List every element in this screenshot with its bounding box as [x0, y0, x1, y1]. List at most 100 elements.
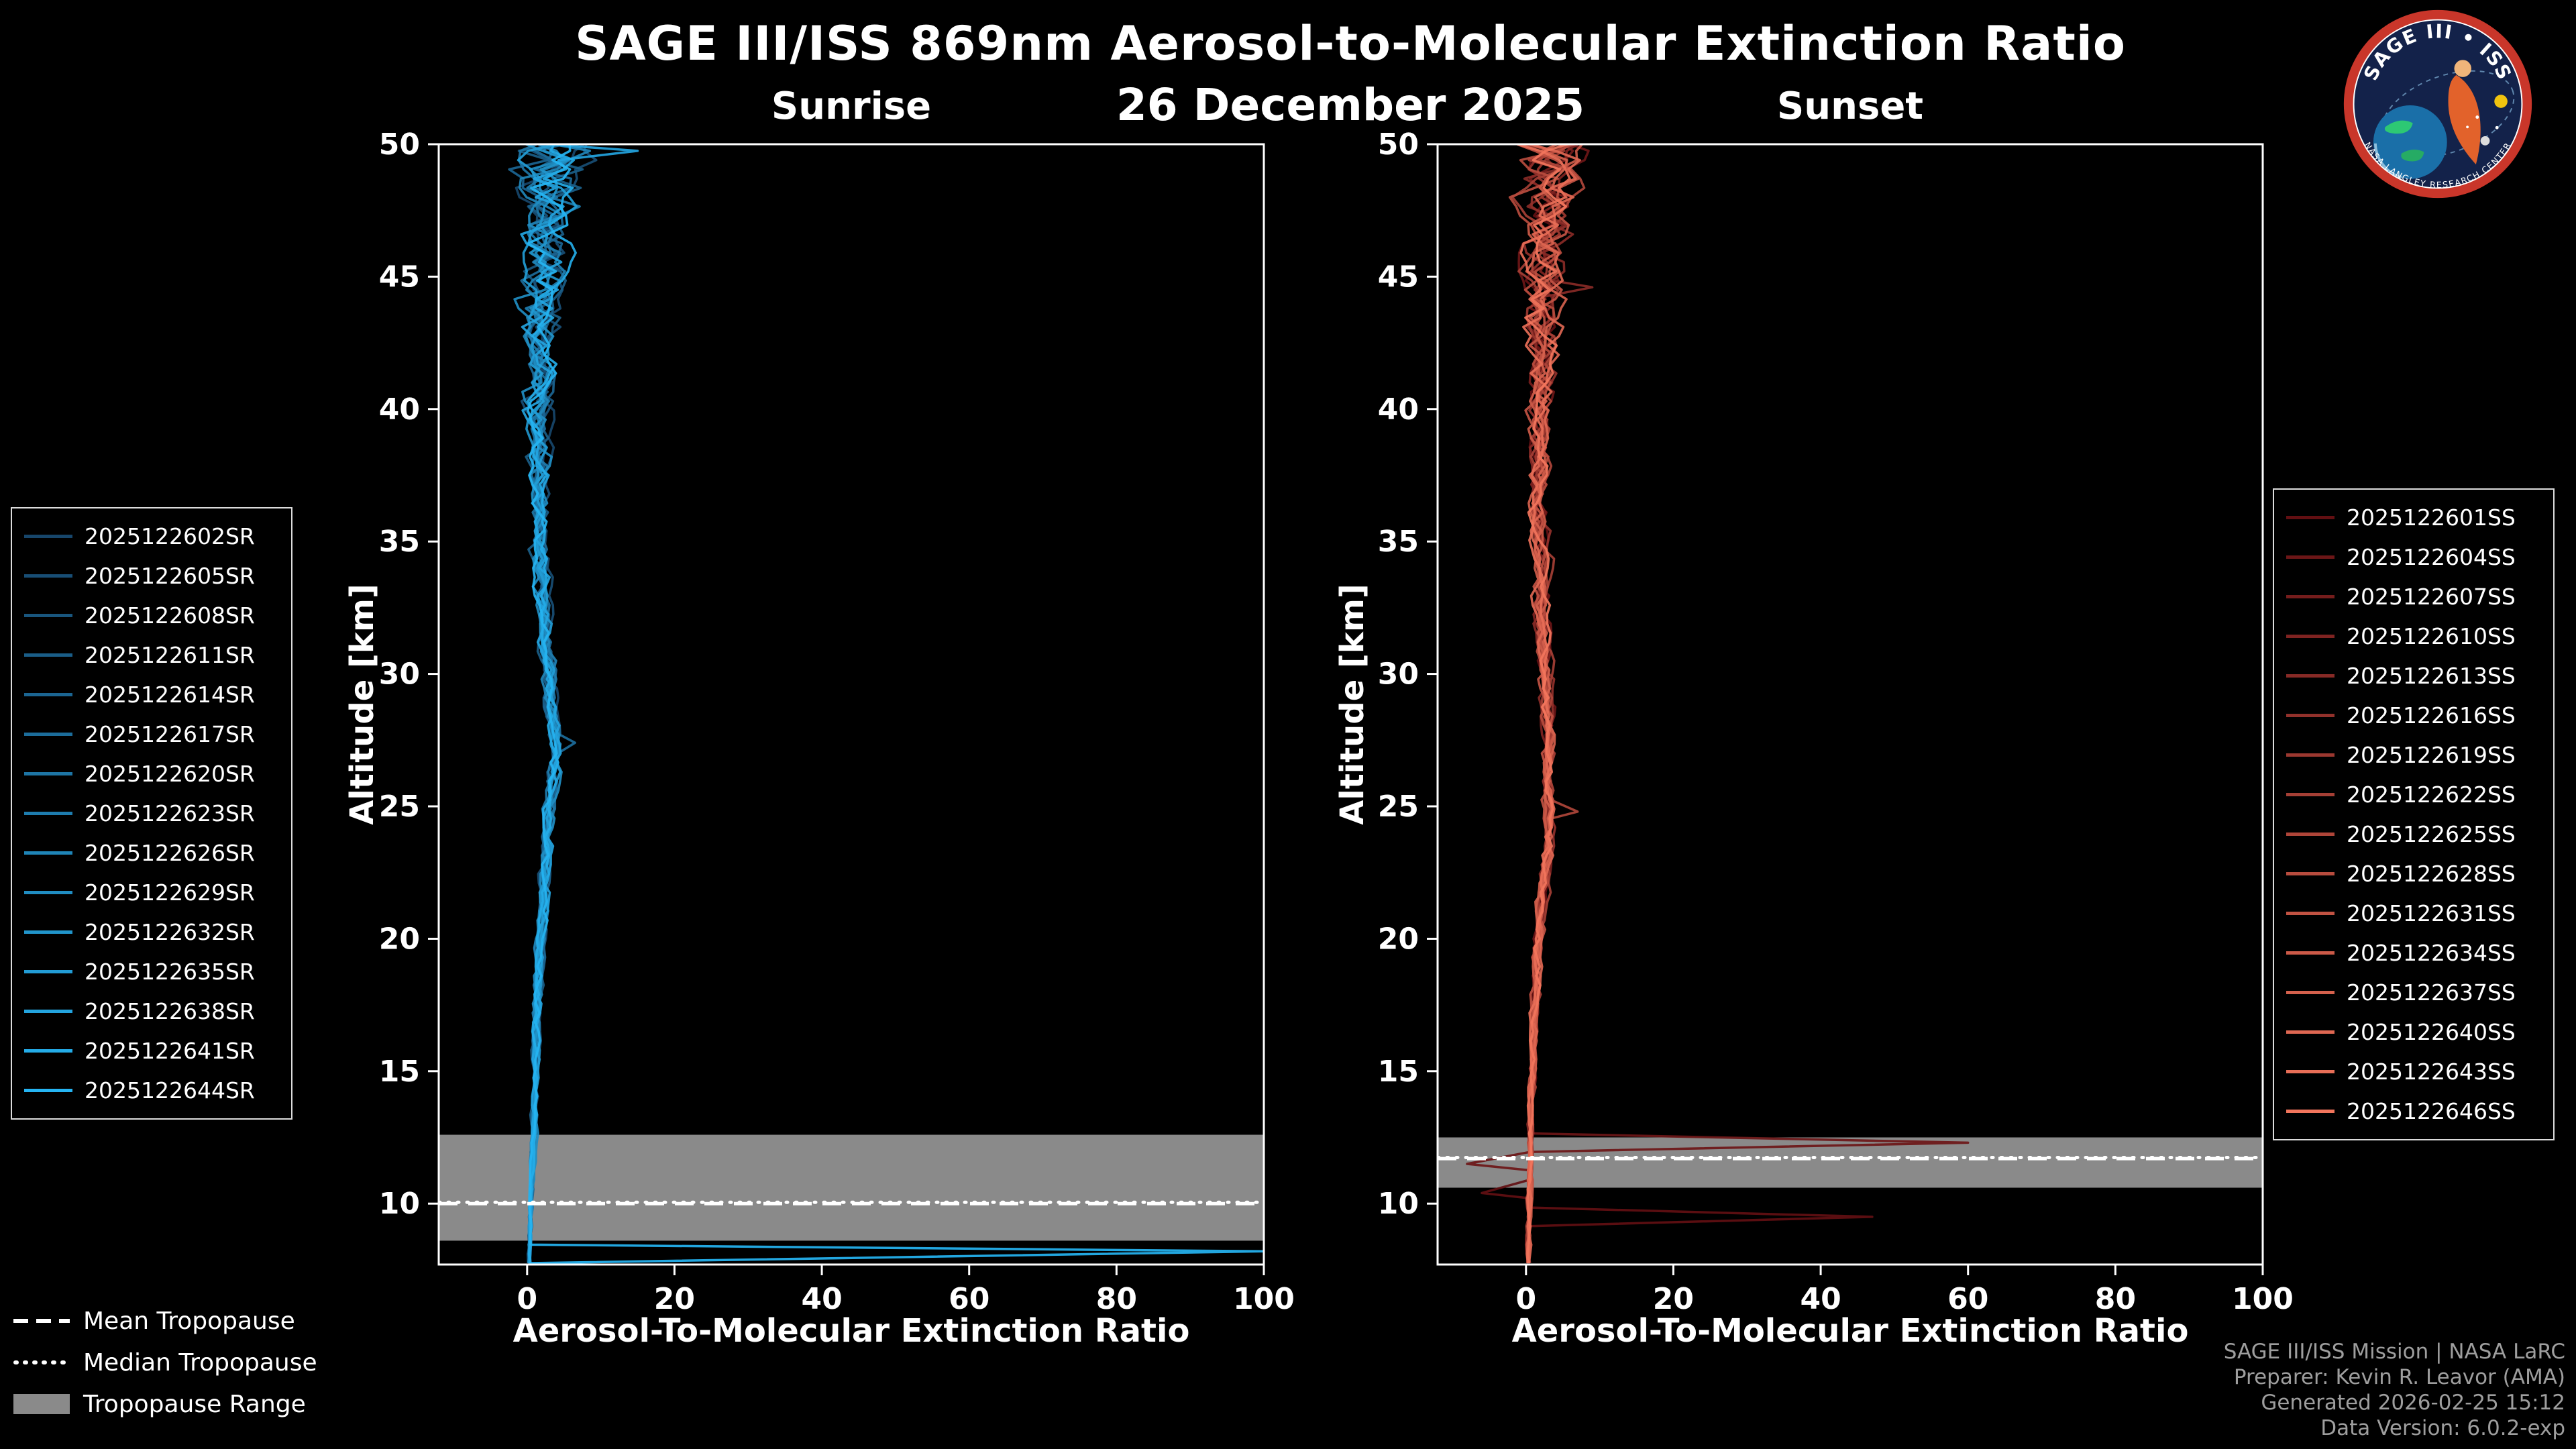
credit-line-mission: SAGE III/ISS Mission | NASA LaRC: [2223, 1340, 2565, 1364]
series-line-2025122620SR: [517, 144, 559, 1264]
earth-cloud: [2373, 143, 2402, 179]
legend-line-sample: [2286, 1070, 2334, 1073]
star-dot: [2495, 125, 2499, 129]
y-tick-label: 15: [1378, 1055, 1419, 1089]
legend-label: 2025122605SR: [85, 563, 255, 589]
y-tick-label: 40: [1378, 392, 1419, 427]
legend-label: 2025122626SR: [85, 840, 255, 866]
x-tick-label: 0: [517, 1282, 537, 1316]
legend-label: 2025122601SS: [2347, 504, 2516, 531]
star-dot: [2466, 125, 2469, 129]
legend-line-sample: [24, 812, 72, 815]
figure-head: [2454, 60, 2471, 77]
legend-label: 2025122617SR: [85, 721, 255, 747]
legend-line-sample: [24, 574, 72, 578]
series-line-2025122616SS: [1523, 144, 1574, 1264]
legend-item: 2025122646SS: [2286, 1091, 2541, 1131]
dashed-line-sample: [13, 1319, 70, 1323]
y-tick-label: 45: [379, 260, 420, 294]
series-line-2025122608SR: [523, 144, 564, 1264]
legend-item: 2025122625SS: [2286, 814, 2541, 854]
series-line-2025122613SS: [1521, 144, 1594, 1264]
plot-area: [1438, 144, 2263, 1265]
legend-label: 2025122610SS: [2347, 623, 2516, 649]
legend-item: 2025122604SS: [2286, 537, 2541, 577]
legend-label: 2025122637SS: [2347, 979, 2516, 1006]
legend-label: 2025122635SR: [85, 959, 255, 985]
series-line-2025122646SS: [1524, 144, 1568, 1264]
series-line-2025122605SR: [520, 144, 598, 1264]
plot-area: [439, 144, 1264, 1265]
credit-line-generated: Generated 2026-02-25 15:12: [2261, 1391, 2565, 1415]
series-line-2025122623SR: [525, 144, 581, 1264]
series-line-2025122628SS: [1508, 144, 1571, 1264]
legend-label: 2025122608SR: [85, 602, 255, 629]
series-line-2025122626SR: [518, 144, 592, 1264]
legend-item: 2025122619SS: [2286, 735, 2541, 775]
sage-iss-logo-badge: SAGE III • ISS NASA LANGLEY RESEARCH CEN…: [2343, 9, 2532, 199]
legend-label: 2025122619SS: [2347, 742, 2516, 768]
y-tick-label: 35: [1378, 525, 1419, 559]
legend-item: 2025122620SR: [24, 754, 279, 794]
sun-icon: [2494, 95, 2508, 108]
legend-line-sample: [24, 970, 72, 973]
series-line-2025122610SS: [1526, 144, 1578, 1264]
legend-label: 2025122607SS: [2347, 584, 2516, 610]
tropopause-range-label: Tropopause Range: [83, 1390, 306, 1418]
legend-item: 2025122611SR: [24, 635, 279, 675]
legend-line-sample: [24, 693, 72, 696]
legend-item: 2025122634SS: [2286, 933, 2541, 973]
x-tick-label: 80: [1096, 1282, 1137, 1316]
tropopause-range-legend-item: Tropopause Range: [13, 1383, 317, 1425]
series-line-2025122625SS: [1524, 144, 1586, 1264]
legend-label: 2025122634SS: [2347, 940, 2516, 966]
legend-item: 2025122617SR: [24, 714, 279, 754]
y-tick-label: 20: [1378, 922, 1419, 956]
median-tropopause-legend-item: Median Tropopause: [13, 1342, 317, 1383]
legend-item: 2025122638SR: [24, 991, 279, 1031]
y-tick-label: 50: [379, 127, 420, 162]
legend-item: 2025122602SR: [24, 517, 279, 556]
legend-label: 2025122613SS: [2347, 663, 2516, 689]
legend-label: 2025122604SS: [2347, 544, 2516, 570]
earth-continent-2: [2401, 150, 2424, 162]
legend-line-sample: [24, 653, 72, 657]
series-line-2025122634SS: [1527, 144, 1583, 1264]
x-tick-label: 80: [2095, 1282, 2136, 1316]
x-tick-label: 60: [1947, 1282, 1988, 1316]
x-axis-label-sunset: Aerosol-To-Molecular Extinction Ratio: [1511, 1312, 2189, 1350]
legend-label: 2025122622SS: [2347, 782, 2516, 808]
legend-label: 2025122614SR: [85, 682, 255, 708]
series-line-2025122637SS: [1525, 144, 1568, 1264]
series-line-2025122604SS: [1466, 144, 1970, 1264]
legend-line-sample: [2286, 714, 2334, 717]
legend-line-sample: [24, 614, 72, 617]
legend-item: 2025122640SS: [2286, 1012, 2541, 1052]
series-line-2025122607SS: [1525, 144, 1574, 1263]
y-axis-label-sunset: Altitude [km]: [1334, 584, 1371, 825]
series-line-2025122638SR: [520, 144, 639, 1264]
legend-label: 2025122623SR: [85, 800, 255, 826]
moon-icon: [2480, 136, 2490, 146]
credits: SAGE III/ISS Mission | NASA LaRC Prepare…: [2224, 1339, 2565, 1441]
figure-date: 26 December 2025: [1116, 79, 1585, 131]
legend-item: 2025122635SR: [24, 952, 279, 991]
series-line-2025122635SR: [517, 144, 578, 1264]
legend-line-sample: [2286, 555, 2334, 559]
legend-label: 2025122602SR: [85, 523, 255, 549]
legend-label: 2025122611SR: [85, 642, 255, 668]
legend-line-sample: [24, 851, 72, 855]
series-line-2025122631SS: [1516, 144, 1580, 1264]
legend-item: 2025122622SS: [2286, 775, 2541, 814]
legend-item: 2025122641SR: [24, 1031, 279, 1071]
series-line-2025122602SR: [515, 144, 585, 1264]
credit-line-version: Data Version: 6.0.2-exp: [2320, 1416, 2565, 1440]
legend-line-sample: [2286, 595, 2334, 598]
y-tick-label: 25: [1378, 790, 1419, 824]
legend-line-sample: [2286, 1030, 2334, 1034]
x-axis-label-sunrise: Aerosol-To-Molecular Extinction Ratio: [513, 1312, 1190, 1350]
legend-line-sample: [24, 1010, 72, 1013]
allegorical-figure: [2448, 74, 2481, 165]
x-tick-label: 20: [654, 1282, 695, 1316]
